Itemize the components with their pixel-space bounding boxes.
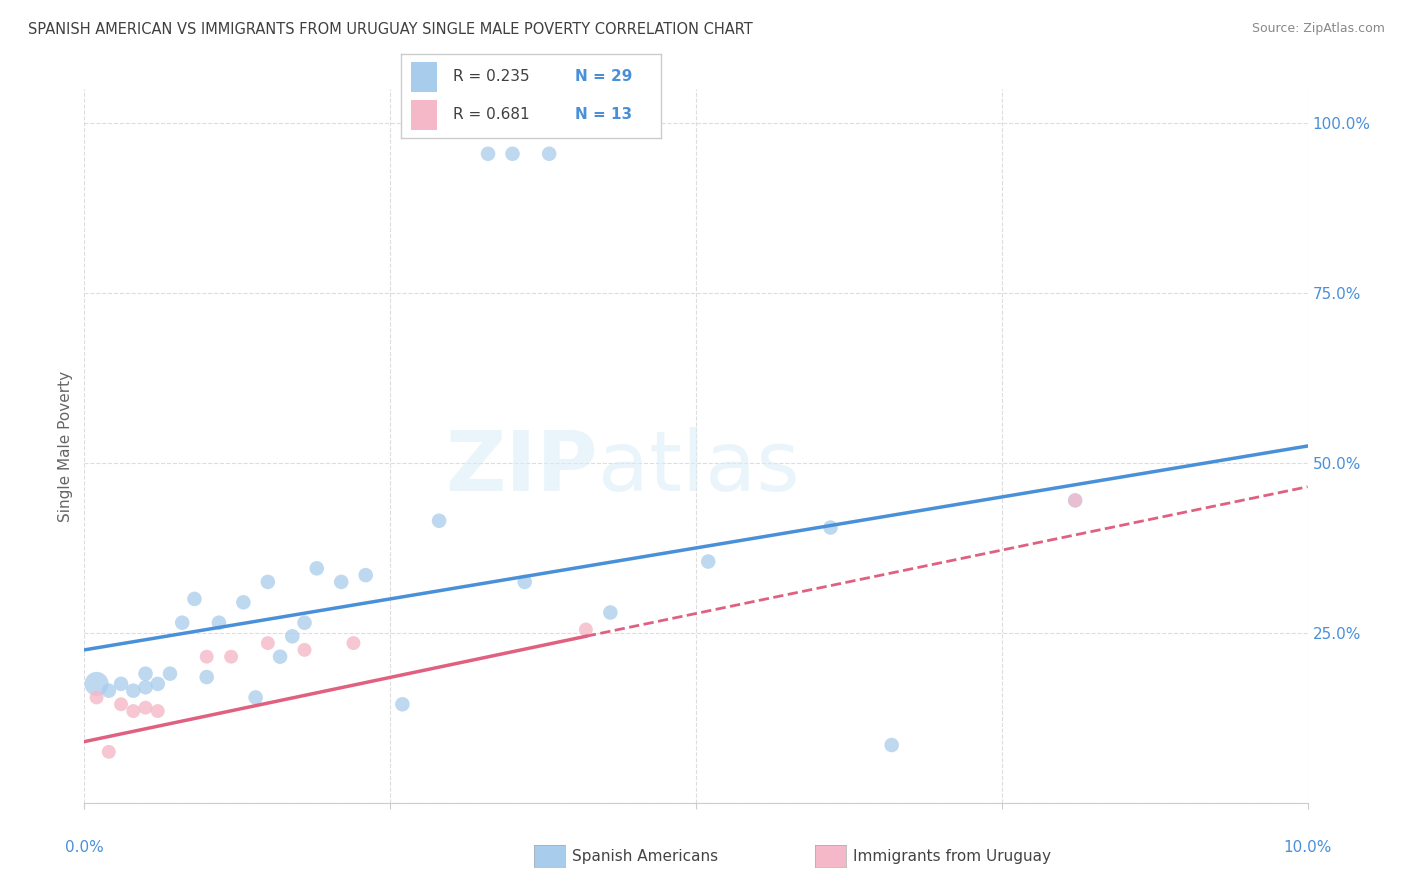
Bar — [411, 62, 437, 92]
Point — [232, 595, 254, 609]
Point — [269, 649, 291, 664]
Text: ZIP: ZIP — [446, 427, 598, 508]
Point — [172, 615, 194, 630]
Point — [208, 615, 231, 630]
Point — [122, 704, 145, 718]
Point — [391, 698, 413, 712]
Point — [330, 574, 353, 589]
Point — [575, 623, 598, 637]
Point — [97, 745, 120, 759]
Point — [538, 146, 561, 161]
Text: Source: ZipAtlas.com: Source: ZipAtlas.com — [1251, 22, 1385, 36]
Point — [97, 683, 120, 698]
Point — [294, 643, 316, 657]
Point — [502, 146, 524, 161]
Point — [183, 591, 205, 606]
Bar — [411, 100, 437, 130]
Point — [354, 568, 377, 582]
Point — [281, 629, 304, 643]
Point — [146, 704, 169, 718]
Point — [257, 574, 280, 589]
Text: R = 0.235: R = 0.235 — [453, 69, 529, 84]
Point — [599, 606, 621, 620]
Point — [86, 690, 108, 705]
Text: N = 13: N = 13 — [575, 107, 633, 122]
Point — [110, 698, 132, 712]
Point — [135, 680, 157, 694]
Point — [135, 700, 157, 714]
Point — [146, 677, 169, 691]
Point — [305, 561, 328, 575]
Text: Spanish Americans: Spanish Americans — [572, 849, 718, 863]
Text: 10.0%: 10.0% — [1284, 840, 1331, 855]
Point — [159, 666, 181, 681]
Text: N = 29: N = 29 — [575, 69, 633, 84]
Point — [513, 574, 536, 589]
Point — [135, 666, 157, 681]
Point — [294, 615, 316, 630]
Text: 0.0%: 0.0% — [65, 840, 104, 855]
Text: SPANISH AMERICAN VS IMMIGRANTS FROM URUGUAY SINGLE MALE POVERTY CORRELATION CHAR: SPANISH AMERICAN VS IMMIGRANTS FROM URUG… — [28, 22, 752, 37]
Y-axis label: Single Male Poverty: Single Male Poverty — [58, 370, 73, 522]
Point — [122, 683, 145, 698]
Point — [820, 520, 842, 534]
Point — [219, 649, 242, 664]
Point — [110, 677, 132, 691]
Point — [1064, 493, 1087, 508]
Text: atlas: atlas — [598, 427, 800, 508]
Point — [477, 146, 499, 161]
Text: Immigrants from Uruguay: Immigrants from Uruguay — [853, 849, 1052, 863]
Text: R = 0.681: R = 0.681 — [453, 107, 529, 122]
Point — [342, 636, 364, 650]
Point — [1064, 493, 1087, 508]
Point — [697, 555, 720, 569]
Point — [195, 670, 218, 684]
Point — [880, 738, 903, 752]
Point — [245, 690, 267, 705]
Point — [86, 677, 108, 691]
Point — [427, 514, 450, 528]
Point — [195, 649, 218, 664]
Point — [257, 636, 280, 650]
